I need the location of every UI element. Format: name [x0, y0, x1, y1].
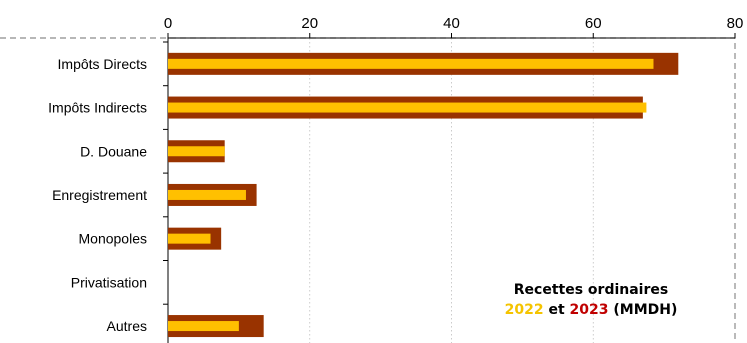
legend-year-2023: 2023: [569, 302, 609, 318]
category-label-impots-indirects: Impôts Indirects: [48, 100, 147, 116]
chart-legend: Recettes ordinaires 2022 et 2023 (MMDH): [462, 280, 720, 320]
category-label-monopoles: Monopoles: [79, 231, 148, 247]
labels: 0 20 40 60 80 Impôts Directs Impôts Indirects D…: [48, 15, 743, 334]
x-tick-label-80: 80: [727, 15, 744, 32]
legend-year-2022: 2022: [504, 302, 544, 318]
bar-2022-d-douane: [168, 146, 225, 157]
legend-unit: (MMDH): [613, 302, 678, 318]
x-tick-label-60: 60: [585, 15, 602, 32]
bar-2022-autres: [168, 321, 239, 332]
x-tick-label-0: 0: [164, 15, 172, 32]
bar-2022-impots-indirects: [168, 102, 647, 113]
category-label-impots-directs: Impôts Directs: [58, 56, 147, 72]
bar-2022-impots-directs: [168, 58, 654, 69]
category-label-autres: Autres: [107, 318, 147, 334]
legend-years: 2022 et 2023 (MMDH): [462, 300, 720, 320]
x-tick-label-40: 40: [443, 15, 460, 32]
legend-connector: et: [548, 302, 565, 318]
category-label-enregistrement: Enregistrement: [52, 187, 147, 203]
bar-2022-monopoles: [168, 233, 211, 244]
axes: [163, 33, 736, 343]
legend-title: Recettes ordinaires: [513, 282, 669, 298]
bar-2022-enregistrement: [168, 189, 246, 200]
bars: [168, 52, 679, 338]
category-label-privatisation: Privatisation: [71, 274, 147, 290]
category-label-d-douane: D. Douane: [80, 143, 147, 159]
x-tick-label-20: 20: [301, 15, 318, 32]
gridlines: [309, 38, 594, 343]
